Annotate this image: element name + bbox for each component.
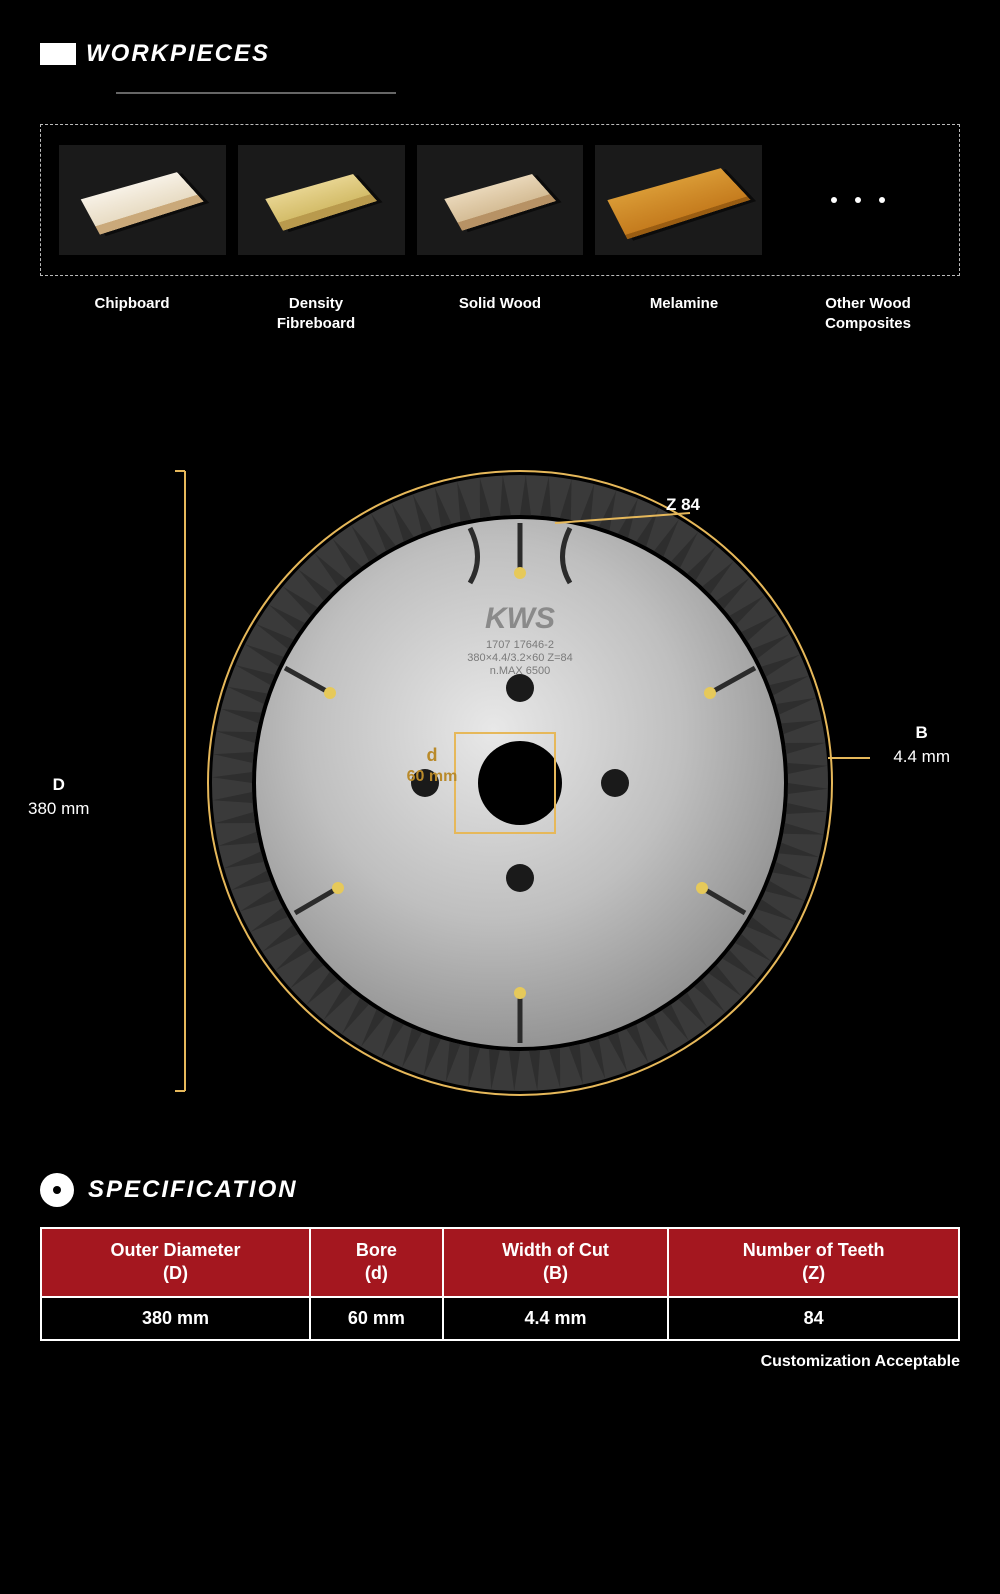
spec-col-header: Number of Teeth (Z)	[668, 1228, 959, 1297]
callout-D-label: D	[28, 773, 89, 797]
specification-header: SPECIFICATION	[40, 1173, 960, 1207]
table-header-row: Outer Diameter (D) Bore (d) Width of Cut…	[41, 1228, 959, 1297]
callout-D: D 380 mm	[28, 773, 89, 821]
callout-B-label: B	[893, 721, 950, 745]
spec-col-h1: Bore	[356, 1240, 397, 1260]
spec-col-header: Bore (d)	[310, 1228, 443, 1297]
workpiece-label: Melamine	[592, 294, 776, 333]
engrave-line: 380×4.4/3.2×60 Z=84	[467, 652, 573, 664]
engrave-line: 1707 17646-2	[486, 639, 554, 651]
dot-icon	[855, 197, 861, 203]
workpiece-card-other	[774, 145, 941, 255]
spec-col-h1: Width of Cut	[502, 1240, 609, 1260]
workpiece-card-chipboard	[59, 145, 226, 255]
customization-note: Customization Acceptable	[40, 1353, 960, 1371]
spec-col-h2: (D)	[48, 1262, 303, 1285]
spec-col-header: Outer Diameter (D)	[41, 1228, 310, 1297]
callout-B-value: 4.4 mm	[893, 745, 950, 769]
d-label: d	[427, 745, 438, 765]
callout-Z: Z 84	[666, 493, 700, 517]
spec-cell: 60 mm	[310, 1297, 443, 1340]
workpiece-label: Chipboard	[40, 294, 224, 333]
workpiece-card-density	[238, 145, 405, 255]
d-value: 60 mm	[407, 768, 458, 785]
brand-text: KWS	[485, 602, 555, 635]
callout-Z-label: Z 84	[666, 493, 700, 517]
workpiece-label: Other WoodComposites	[776, 294, 960, 333]
chipboard-block-icon	[81, 172, 204, 234]
table-row: 380 mm 60 mm 4.4 mm 84	[41, 1297, 959, 1340]
engrave-line: n.MAX 6500	[490, 665, 551, 677]
workpiece-card-solidwood	[417, 145, 584, 255]
spec-col-h1: Number of Teeth	[743, 1240, 885, 1260]
dot-icon	[831, 197, 837, 203]
spec-cell: 84	[668, 1297, 959, 1340]
spec-cell: 4.4 mm	[443, 1297, 669, 1340]
saw-blade-svg: KWS 1707 17646-2 380×4.4/3.2×60 Z=84 n.M…	[120, 453, 880, 1113]
workpieces-underline	[116, 92, 396, 94]
workpiece-card-melamine	[595, 145, 762, 255]
workpiece-label: DensityFibreboard	[224, 294, 408, 333]
workpieces-box	[40, 124, 960, 276]
bracket-D	[175, 471, 185, 1091]
saw-blade-diagram: KWS 1707 17646-2 380×4.4/3.2×60 Z=84 n.M…	[40, 453, 960, 1133]
spec-col-h2: (Z)	[675, 1262, 952, 1285]
density-block-icon	[265, 174, 377, 231]
melamine-block-icon	[607, 168, 750, 239]
dot-icon	[879, 197, 885, 203]
workpieces-header: WORKPIECES	[40, 40, 960, 68]
spec-col-header: Width of Cut (B)	[443, 1228, 669, 1297]
disc-icon	[40, 1173, 74, 1207]
specification-table: Outer Diameter (D) Bore (d) Width of Cut…	[40, 1227, 960, 1341]
spec-cell: 380 mm	[41, 1297, 310, 1340]
callout-B: B 4.4 mm	[893, 721, 950, 769]
spec-col-h2: (d)	[317, 1262, 436, 1285]
spec-col-h2: (B)	[450, 1262, 662, 1285]
workpieces-labels: Chipboard DensityFibreboard Solid Wood M…	[40, 294, 960, 333]
bore-hole	[478, 741, 562, 825]
callout-D-value: 380 mm	[28, 797, 89, 821]
workpieces-title: WORKPIECES	[86, 40, 270, 68]
spec-col-h1: Outer Diameter	[110, 1240, 240, 1260]
solidwood-block-icon	[444, 174, 556, 231]
workpiece-label: Solid Wood	[408, 294, 592, 333]
specification-title: SPECIFICATION	[88, 1176, 298, 1204]
header-block-icon	[40, 43, 76, 65]
